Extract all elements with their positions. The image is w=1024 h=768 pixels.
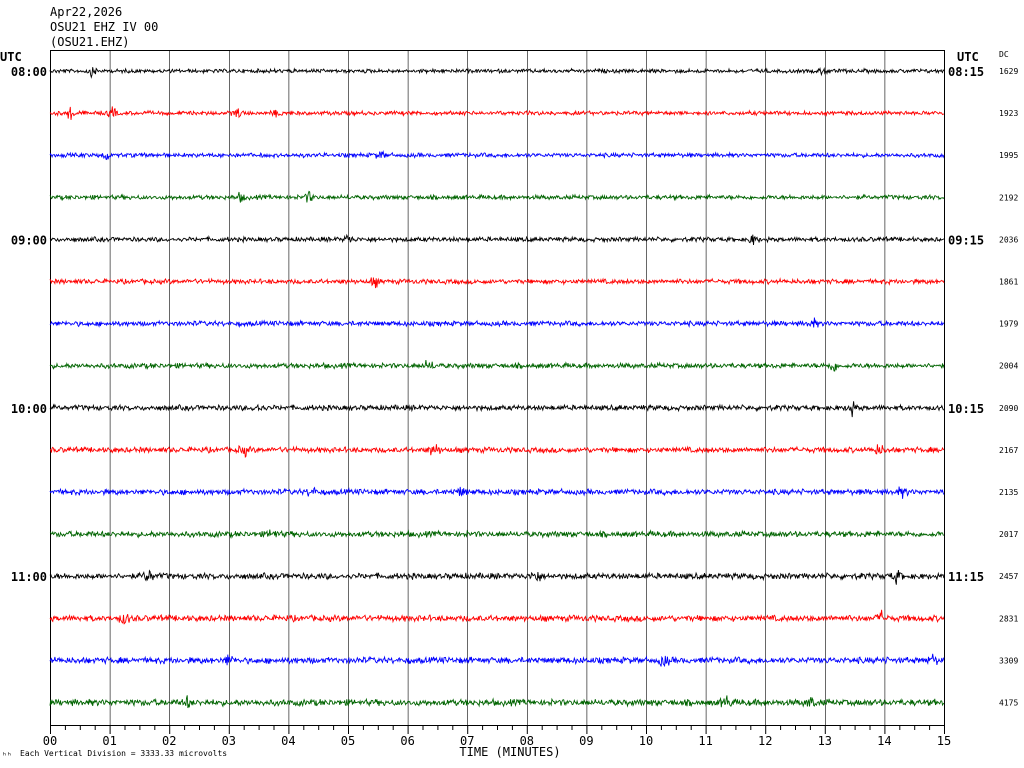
trace-11 <box>49 486 945 499</box>
row-dc-offset: 1923 <box>999 109 1018 118</box>
row-end-time: 08:15 <box>948 65 984 79</box>
row-start-time: 11:00 <box>11 570 47 584</box>
row-start-time: 10:00 <box>11 402 47 416</box>
x-tick-label: 06 <box>400 734 414 748</box>
x-tick-label: 15 <box>937 734 951 748</box>
row-dc-offset: 4175 <box>999 699 1018 708</box>
seismic-traces <box>49 66 945 709</box>
trace-3 <box>49 150 945 161</box>
trace-12 <box>49 529 945 539</box>
trace-8 <box>49 360 945 372</box>
x-axis: 00 01 02 03 04 05 06 07 08 09 10 11 12 13 14 15 <box>43 725 951 748</box>
trace-7 <box>49 317 945 329</box>
x-axis-label: TIME (MINUTES) <box>459 745 560 759</box>
row-labels: 08:00 08:15 1629 1923 1995 2192 09:00 09:15 2036… <box>11 65 1019 708</box>
trace-10 <box>49 444 945 459</box>
x-tick-label: 04 <box>281 734 295 748</box>
row-dc-offset: 2831 <box>999 614 1018 623</box>
row-dc-offset: 3309 <box>999 656 1018 665</box>
trace-13 <box>49 569 945 585</box>
x-tick-label: 03 <box>222 734 236 748</box>
row-dc-offset: 2036 <box>999 235 1018 244</box>
x-tick-label: 07 <box>460 734 474 748</box>
x-tick-label: 00 <box>43 734 57 748</box>
x-tick-label: 11 <box>698 734 712 748</box>
row-dc-offset: 2090 <box>999 404 1018 413</box>
header-station: OSU21 EHZ IV 00 <box>50 20 158 34</box>
trace-4 <box>49 190 945 203</box>
minute-gridlines <box>109 50 886 725</box>
header-channel: (OSU21.EHZ) <box>50 35 129 49</box>
x-tick-label: 08 <box>520 734 534 748</box>
row-start-time: 08:00 <box>11 65 47 79</box>
dc-header: DC <box>999 50 1009 59</box>
trace-5 <box>49 233 945 246</box>
row-dc-offset: 2017 <box>999 530 1018 539</box>
trace-1 <box>49 66 945 79</box>
x-tick-label: 02 <box>162 734 176 748</box>
row-dc-offset: 1979 <box>999 320 1018 329</box>
row-dc-offset: 2135 <box>999 488 1018 497</box>
left-utc-label: UTC <box>0 50 22 64</box>
trace-14 <box>49 609 945 625</box>
trace-2 <box>49 106 945 120</box>
trace-15 <box>49 653 945 668</box>
row-end-time: 10:15 <box>948 402 984 416</box>
trace-9 <box>49 401 945 418</box>
trace-16 <box>49 695 945 709</box>
x-tick-label: 10 <box>639 734 653 748</box>
row-dc-offset: 1861 <box>999 278 1018 287</box>
row-dc-offset: 2192 <box>999 193 1018 202</box>
footer-vertical-division: Each Vertical Division = 3333.33 microvo… <box>20 749 227 758</box>
row-dc-offset: 1995 <box>999 151 1018 160</box>
x-tick-label: 05 <box>341 734 355 748</box>
right-utc-label: UTC <box>957 50 979 64</box>
row-dc-offset: 1629 <box>999 67 1018 76</box>
header-date: Apr22,2026 <box>50 5 122 19</box>
row-end-time: 11:15 <box>948 570 984 584</box>
trace-6 <box>49 277 945 289</box>
row-dc-offset: 2457 <box>999 572 1018 581</box>
footer-mark: ʰʰ <box>2 751 12 760</box>
row-dc-offset: 2167 <box>999 446 1018 455</box>
x-tick-label: 14 <box>877 734 891 748</box>
x-tick-label: 01 <box>102 734 116 748</box>
row-dc-offset: 2004 <box>999 362 1018 371</box>
plot-frame <box>50 50 945 726</box>
x-tick-label: 09 <box>579 734 593 748</box>
x-tick-label: 13 <box>818 734 832 748</box>
x-tick-label: 12 <box>758 734 772 748</box>
row-start-time: 09:00 <box>11 233 47 247</box>
row-end-time: 09:15 <box>948 233 984 247</box>
